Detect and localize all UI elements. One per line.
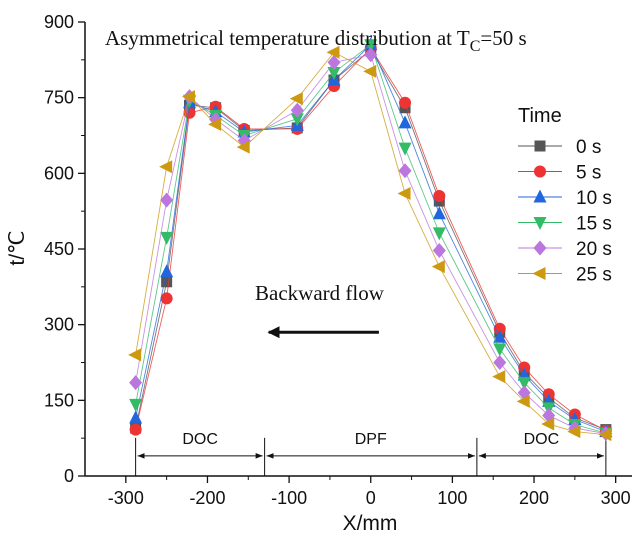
legend-label: 25 s <box>576 265 612 286</box>
legend-marker <box>534 165 546 178</box>
series-25s <box>128 45 612 442</box>
x-tick-label: 200 <box>519 488 549 508</box>
data-point <box>129 375 143 391</box>
data-point <box>159 160 173 174</box>
series-line <box>135 43 607 433</box>
x-tick-label: 100 <box>437 488 467 508</box>
data-point <box>290 102 304 118</box>
data-point <box>516 394 530 408</box>
data-point <box>289 92 303 106</box>
data-point <box>129 423 142 436</box>
data-point <box>398 163 412 179</box>
series-15s <box>129 39 613 441</box>
legend-label: 20 s <box>576 239 612 260</box>
x-tick-label: 0 <box>366 488 376 508</box>
data-point <box>160 292 173 305</box>
legend-label: 0 s <box>576 137 601 158</box>
data-point <box>290 113 304 127</box>
data-point <box>160 264 174 278</box>
series-10s <box>129 37 613 438</box>
data-point <box>363 64 377 78</box>
data-point <box>129 410 143 424</box>
data-point <box>399 96 412 109</box>
data-point <box>129 398 143 412</box>
data-point <box>493 355 507 370</box>
series-layer <box>128 37 613 442</box>
data-point <box>493 343 507 357</box>
region-label: DPF <box>355 431 387 448</box>
legend-marker <box>533 189 547 203</box>
data-point <box>517 377 531 391</box>
legend-item: 15 s <box>518 214 612 235</box>
data-point <box>182 90 196 104</box>
data-point <box>327 54 341 70</box>
data-point <box>432 206 446 220</box>
legend-title: Time <box>518 105 562 127</box>
x-tick-label: -200 <box>189 488 225 508</box>
data-point <box>398 142 412 156</box>
legend-label: 5 s <box>576 163 601 184</box>
legend-label: 10 s <box>576 188 612 209</box>
data-point <box>567 425 581 439</box>
data-point <box>160 231 174 245</box>
data-point <box>236 140 250 154</box>
y-tick-label: 150 <box>44 390 74 410</box>
data-point <box>431 260 445 274</box>
legend-marker <box>532 267 546 280</box>
y-tick-label: 750 <box>44 88 74 108</box>
data-point <box>160 192 174 208</box>
legend-marker <box>533 217 547 230</box>
data-point <box>161 276 173 288</box>
legend-label: 15 s <box>576 214 612 235</box>
region-label: DOC <box>182 431 218 448</box>
legend: Time 0 s 5 s 10 s 15 s 20 s 25 s <box>518 105 612 286</box>
data-point <box>492 370 506 384</box>
legend-item: 5 s <box>518 163 601 184</box>
region-label: DOC <box>524 431 560 448</box>
x-tick-label: 300 <box>601 488 631 508</box>
data-point <box>364 39 378 53</box>
legend-item: 20 s <box>518 239 612 260</box>
data-point <box>432 227 446 241</box>
data-point <box>598 428 612 442</box>
data-point <box>432 243 446 259</box>
data-point <box>208 117 222 131</box>
data-point <box>128 348 142 362</box>
legend-marker <box>533 240 547 256</box>
annotations: DOC DPF DOC <box>135 326 607 476</box>
chart-title: Asymmetrical temperature distribution at… <box>105 26 527 55</box>
y-tick-label: 300 <box>44 315 74 335</box>
y-tick-label: 600 <box>44 163 74 183</box>
axes: -300 -200 -100 0 100 200 300 0 150 300 450 600 750 90… <box>44 12 632 508</box>
x-tick-label: -100 <box>271 488 307 508</box>
legend-item: 25 s <box>518 265 612 286</box>
series-line <box>135 43 606 434</box>
x-tick-label: -300 <box>108 488 144 508</box>
series-0s <box>130 44 612 436</box>
data-point <box>433 190 446 203</box>
y-tick-label: 0 <box>64 466 74 486</box>
series-5s <box>129 42 612 437</box>
legend-item: 0 s <box>518 137 601 158</box>
data-point <box>327 66 341 80</box>
legend-item: 10 s <box>518 188 612 209</box>
x-axis-title: X/mm <box>343 512 398 535</box>
data-point <box>398 115 412 129</box>
backward-flow-label: Backward flow <box>255 281 385 305</box>
legend-marker <box>534 140 546 152</box>
data-point <box>493 329 507 343</box>
data-point <box>364 47 378 63</box>
y-axis-title: t/℃ <box>6 230 29 265</box>
y-tick-label: 450 <box>44 239 74 259</box>
data-point <box>397 187 411 201</box>
data-point <box>326 45 340 59</box>
y-tick-label: 900 <box>44 12 74 32</box>
data-point <box>541 417 555 431</box>
